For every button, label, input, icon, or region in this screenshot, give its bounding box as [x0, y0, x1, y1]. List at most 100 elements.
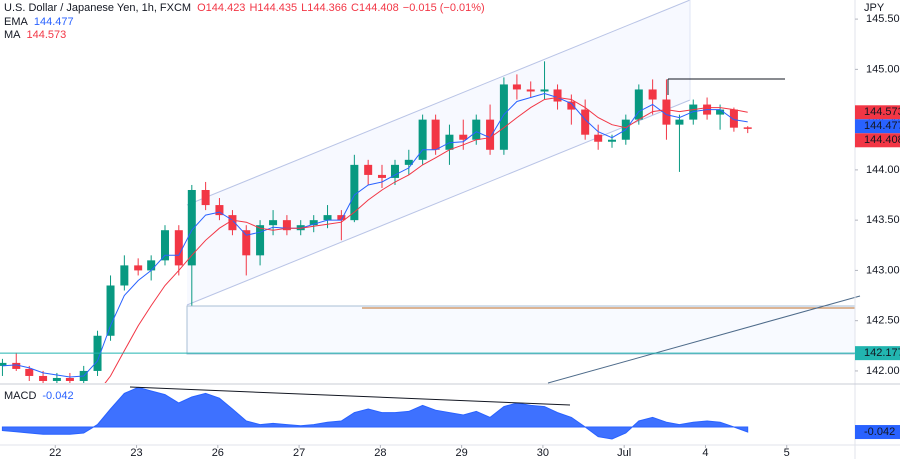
y-tick-label: 142.500 [866, 315, 900, 327]
candle-body [160, 230, 169, 261]
y-tick-label: 143.500 [866, 214, 900, 226]
candle-body [459, 134, 468, 140]
low-label: L144.366 [301, 2, 347, 14]
candle-body [282, 220, 291, 231]
candle-body [134, 265, 143, 271]
price-tag-label: -0.042 [864, 426, 895, 438]
candle-body [648, 89, 657, 100]
candle-body [337, 215, 346, 221]
axes: 142.000 142.500 143.000 143.500 144.000 144.5… [49, 13, 900, 459]
candle-body [390, 164, 399, 178]
price-tag [855, 119, 900, 134]
legend-name: EMA [4, 16, 29, 28]
candle-body [269, 220, 278, 226]
price-tag [855, 425, 900, 440]
x-tick-label: 30 [537, 447, 549, 459]
channel-line [186, 0, 691, 206]
candle-body [187, 189, 196, 266]
candle-body [309, 220, 318, 226]
x-tick-label: Jul [617, 447, 631, 459]
symbol-title: U.S. Dollar / Japanese Yen, 1h, FXCM [4, 2, 191, 14]
price-tag-label: 144.408 [864, 134, 900, 146]
candle-body [594, 134, 603, 142]
legend-ma: MA 144.573 [4, 29, 66, 41]
candle-body [431, 119, 440, 150]
header: U.S. Dollar / Japanese Yen, 1h, FXCM O144… [4, 2, 485, 14]
candle-body [228, 215, 237, 231]
x-tick-label: 4 [702, 447, 708, 459]
price-tag [855, 133, 900, 148]
x-tick-label: 28 [374, 447, 386, 459]
trendline [547, 295, 861, 384]
candle-body [729, 109, 738, 128]
candle-body [350, 164, 359, 221]
y-tick-label: 144.000 [866, 164, 900, 176]
candle-body [581, 109, 590, 135]
x-tick-label: 27 [293, 447, 305, 459]
candle-body [716, 109, 725, 115]
candle-body [472, 119, 481, 140]
channel-line [186, 99, 691, 306]
candle-body [512, 84, 521, 90]
open-label: O144.423 [197, 2, 245, 14]
indicator-line [2, 92, 748, 378]
candle-body [540, 89, 549, 92]
x-tick-label: 5 [784, 447, 790, 459]
candle-body [553, 89, 562, 102]
candle-body [0, 362, 7, 366]
candle-body [634, 89, 643, 120]
y-tick-label: 143.000 [866, 264, 900, 276]
candle-body [52, 377, 61, 381]
candle-body [174, 230, 183, 266]
indicator-line [104, 96, 748, 383]
channel-fill [187, 0, 690, 305]
range-rectangle [186, 305, 856, 355]
candle-body [486, 119, 495, 150]
x-tick-label: 26 [212, 447, 224, 459]
legend-name: MA [4, 29, 21, 41]
candle-body [201, 189, 210, 206]
candle-body [147, 260, 156, 271]
candle-body [323, 215, 332, 221]
candle-body [404, 159, 413, 165]
candle-body [567, 101, 576, 110]
y-tick-label: 145.500 [866, 13, 900, 25]
candle-body [364, 164, 373, 175]
legend-value: -0.042 [42, 390, 73, 402]
candle-body [418, 119, 427, 160]
candle-body [25, 368, 34, 376]
candle-body [499, 84, 508, 150]
price-tag [855, 346, 900, 361]
candle-body [377, 174, 386, 178]
x-tick-label: 23 [130, 447, 142, 459]
candle-body [242, 230, 251, 256]
legend-ema: EMA 144.477 [4, 16, 74, 28]
legend-name: MACD [4, 390, 36, 402]
candle-body [106, 285, 115, 336]
candle-body [743, 127, 752, 129]
y-tick-label: 142.000 [866, 365, 900, 377]
currency-label: JPY [864, 2, 885, 14]
change-label: −0.015 (−0.01%) [403, 2, 485, 14]
close-label: C144.408 [351, 2, 399, 14]
price-tag-label: 144.477 [864, 120, 900, 132]
candle-body [215, 205, 224, 216]
price-tag [855, 105, 900, 120]
price-tag-label: 142.177 [864, 347, 900, 359]
x-tick-label: 22 [49, 447, 61, 459]
legend-macd: MACD -0.042 [4, 390, 74, 402]
candle-body [662, 99, 671, 125]
candle-body [256, 225, 265, 256]
macd-area [1, 386, 749, 440]
candle-body [65, 377, 74, 381]
legend-value: 144.573 [27, 29, 67, 41]
macd-pane [1, 386, 749, 440]
candle-body [607, 139, 616, 142]
legend-value: 144.477 [34, 16, 74, 28]
candle-body [12, 362, 21, 369]
candle-body [526, 89, 535, 92]
price-tag-label: 144.573 [864, 106, 900, 118]
